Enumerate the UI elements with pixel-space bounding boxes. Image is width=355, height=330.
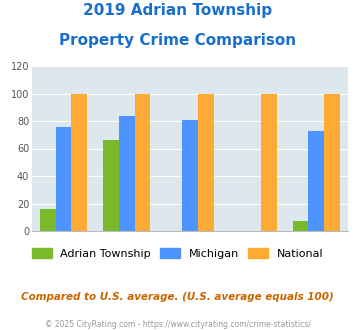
Bar: [71, 93, 87, 231]
Text: 2019 Adrian Township: 2019 Adrian Township: [83, 3, 272, 18]
Bar: [308, 131, 324, 231]
Bar: [198, 93, 214, 231]
Text: © 2025 CityRating.com - https://www.cityrating.com/crime-statistics/: © 2025 CityRating.com - https://www.city…: [45, 320, 310, 329]
Text: Compared to U.S. average. (U.S. average equals 100): Compared to U.S. average. (U.S. average …: [21, 292, 334, 302]
Bar: [103, 140, 119, 231]
Text: Property Crime Comparison: Property Crime Comparison: [59, 33, 296, 48]
Bar: [261, 93, 277, 231]
Bar: [119, 115, 135, 231]
Bar: [135, 93, 151, 231]
Bar: [293, 221, 308, 231]
Legend: Adrian Township, Michigan, National: Adrian Township, Michigan, National: [32, 248, 323, 259]
Bar: [324, 93, 340, 231]
Bar: [182, 120, 198, 231]
Bar: [40, 209, 56, 231]
Bar: [56, 126, 71, 231]
